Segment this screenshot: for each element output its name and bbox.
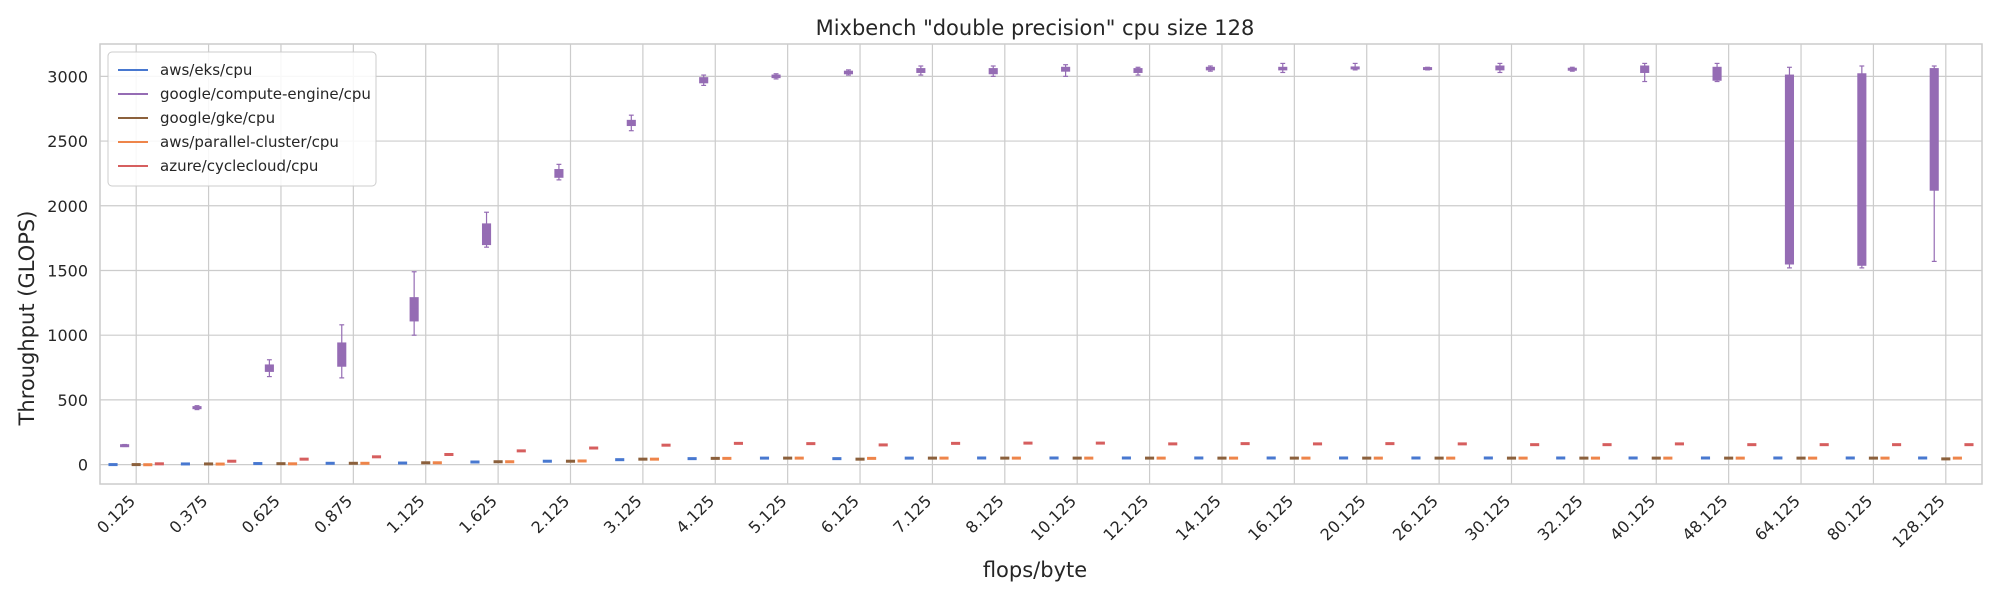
legend-frame bbox=[107, 51, 377, 187]
x-tick-label: 30.125 bbox=[1461, 491, 1514, 544]
x-tick-label: 0.625 bbox=[238, 491, 284, 537]
y-tick-label: 3000 bbox=[47, 67, 88, 86]
legend-label: aws/eks/cpu bbox=[160, 61, 252, 79]
legend: aws/eks/cpu google/compute-engine/cpu goog… bbox=[107, 51, 377, 187]
x-tick-label: 3.125 bbox=[600, 491, 646, 537]
x-tick-label: 26.125 bbox=[1389, 491, 1442, 544]
y-tick-label: 2500 bbox=[47, 132, 88, 151]
x-tick-label: 80.125 bbox=[1823, 491, 1876, 544]
x-tick-label: 12.125 bbox=[1099, 491, 1152, 544]
x-tick-label: 48.125 bbox=[1678, 491, 1731, 544]
x-tick-label: 2.125 bbox=[527, 491, 573, 537]
box bbox=[1133, 68, 1143, 73]
x-tick-label: 0.875 bbox=[310, 491, 356, 537]
legend-label: google/compute-engine/cpu bbox=[160, 85, 371, 103]
x-axis-label: flops/byte bbox=[983, 558, 1087, 582]
y-tick-label: 2000 bbox=[47, 197, 88, 216]
x-tick-label: 40.125 bbox=[1606, 491, 1659, 544]
x-tick-label: 4.125 bbox=[672, 491, 718, 537]
legend-label: azure/cyclecloud/cpu bbox=[160, 157, 318, 175]
box bbox=[916, 68, 926, 73]
x-tick-label: 128.125 bbox=[1888, 491, 1948, 551]
box bbox=[1495, 65, 1505, 71]
x-tick-label: 0.125 bbox=[93, 491, 139, 537]
x-tick-label: 32.125 bbox=[1534, 491, 1587, 544]
y-tick-label: 1500 bbox=[47, 261, 88, 280]
legend-label: aws/parallel-cluster/cpu bbox=[160, 133, 339, 151]
x-tick-label: 20.125 bbox=[1317, 491, 1370, 544]
x-tick-label: 8.125 bbox=[962, 491, 1008, 537]
x-tick-label: 7.125 bbox=[889, 491, 935, 537]
y-tick-label: 0 bbox=[78, 456, 88, 475]
y-axis-label: Throughput (GLOPS) bbox=[15, 211, 39, 427]
x-tick-label: 16.125 bbox=[1244, 491, 1297, 544]
plot-background bbox=[100, 44, 1982, 484]
legend-label: google/gke/cpu bbox=[160, 109, 275, 127]
box bbox=[1784, 74, 1795, 265]
box bbox=[1061, 66, 1071, 72]
x-tick-label: 64.125 bbox=[1751, 491, 1804, 544]
x-tick-label: 1.125 bbox=[383, 491, 429, 537]
x-tick-label: 10.125 bbox=[1027, 491, 1080, 544]
x-tick-label: 1.625 bbox=[455, 491, 501, 537]
x-tick-label: 6.125 bbox=[817, 491, 863, 537]
x-tick-label: 0.375 bbox=[166, 491, 212, 537]
chart-title: Mixbench "double precision" cpu size 128 bbox=[816, 16, 1255, 40]
box bbox=[1857, 73, 1867, 266]
y-tick-label: 1000 bbox=[47, 326, 88, 345]
plot-frame bbox=[99, 43, 1983, 485]
y-tick-label: 500 bbox=[57, 391, 88, 410]
box bbox=[1640, 65, 1650, 73]
x-tick-label: 14.125 bbox=[1172, 491, 1225, 544]
x-tick-label: 5.125 bbox=[745, 491, 791, 537]
box bbox=[1929, 68, 1939, 191]
